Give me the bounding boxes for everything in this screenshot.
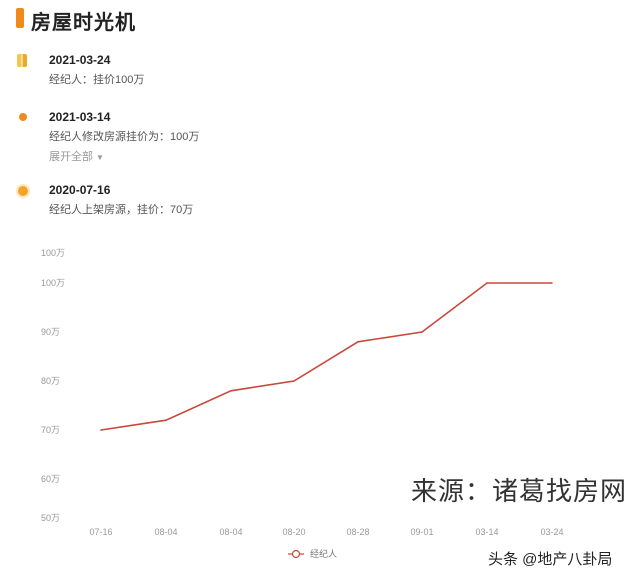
data-point bbox=[421, 331, 423, 333]
data-point bbox=[551, 282, 553, 284]
data-point bbox=[357, 341, 359, 343]
data-point bbox=[486, 282, 488, 284]
y-tick-label: 80万 bbox=[41, 376, 60, 386]
y-tick-label: 60万 bbox=[41, 474, 60, 484]
timeline-text: 经纪人上架房源，挂价：70万 bbox=[49, 204, 194, 216]
x-tick-label: 07-16 bbox=[89, 527, 112, 537]
x-tick-label: 03-14 bbox=[475, 527, 498, 537]
legend-marker bbox=[291, 549, 301, 559]
timeline-text: 经纪人：挂价100万 bbox=[49, 74, 145, 86]
data-point bbox=[165, 419, 167, 421]
sun-dot-icon bbox=[18, 186, 28, 196]
timeline-date: 2020-07-16 bbox=[49, 183, 111, 197]
x-tick-label: 08-04 bbox=[154, 527, 177, 537]
coin-icon bbox=[17, 54, 27, 67]
price-chart: 100万 100万 90万 80万 70万 60万 50万 07-16 08-04 08-04 08… bbox=[41, 248, 564, 559]
y-tick-label: 100万 bbox=[41, 278, 65, 288]
x-tick-label: 08-20 bbox=[282, 527, 305, 537]
source-watermark: 来源：诸葛找房网 bbox=[411, 476, 628, 506]
expand-all-label: 展开全部 bbox=[49, 151, 93, 163]
x-tick-label: 03-24 bbox=[540, 527, 563, 537]
page-title: 房屋时光机 bbox=[31, 12, 136, 34]
legend-label: 经纪人 bbox=[310, 548, 337, 559]
series-line bbox=[100, 282, 552, 431]
chevron-down-icon: ▼ bbox=[96, 153, 104, 162]
timeline-date: 2021-03-14 bbox=[49, 110, 111, 124]
y-tick-label: 50万 bbox=[41, 513, 60, 523]
author-credit: 头条 @地产八卦局 bbox=[488, 551, 613, 568]
timeline-date: 2021-03-24 bbox=[49, 53, 111, 67]
data-point bbox=[100, 429, 102, 431]
data-point bbox=[293, 380, 295, 382]
expand-all-link[interactable]: 展开全部 ▼ bbox=[49, 148, 104, 164]
x-tick-label: 09-01 bbox=[410, 527, 433, 537]
x-tick-label: 08-28 bbox=[346, 527, 369, 537]
dot-icon bbox=[19, 113, 27, 121]
title-accent-bar bbox=[16, 8, 24, 28]
y-tick-label: 100万 bbox=[41, 248, 65, 258]
y-tick-label: 70万 bbox=[41, 425, 60, 435]
timeline-text: 经纪人修改房源挂价为：100万 bbox=[49, 131, 200, 143]
data-point bbox=[230, 390, 232, 392]
x-tick-label: 08-04 bbox=[219, 527, 242, 537]
y-tick-label: 90万 bbox=[41, 327, 60, 337]
